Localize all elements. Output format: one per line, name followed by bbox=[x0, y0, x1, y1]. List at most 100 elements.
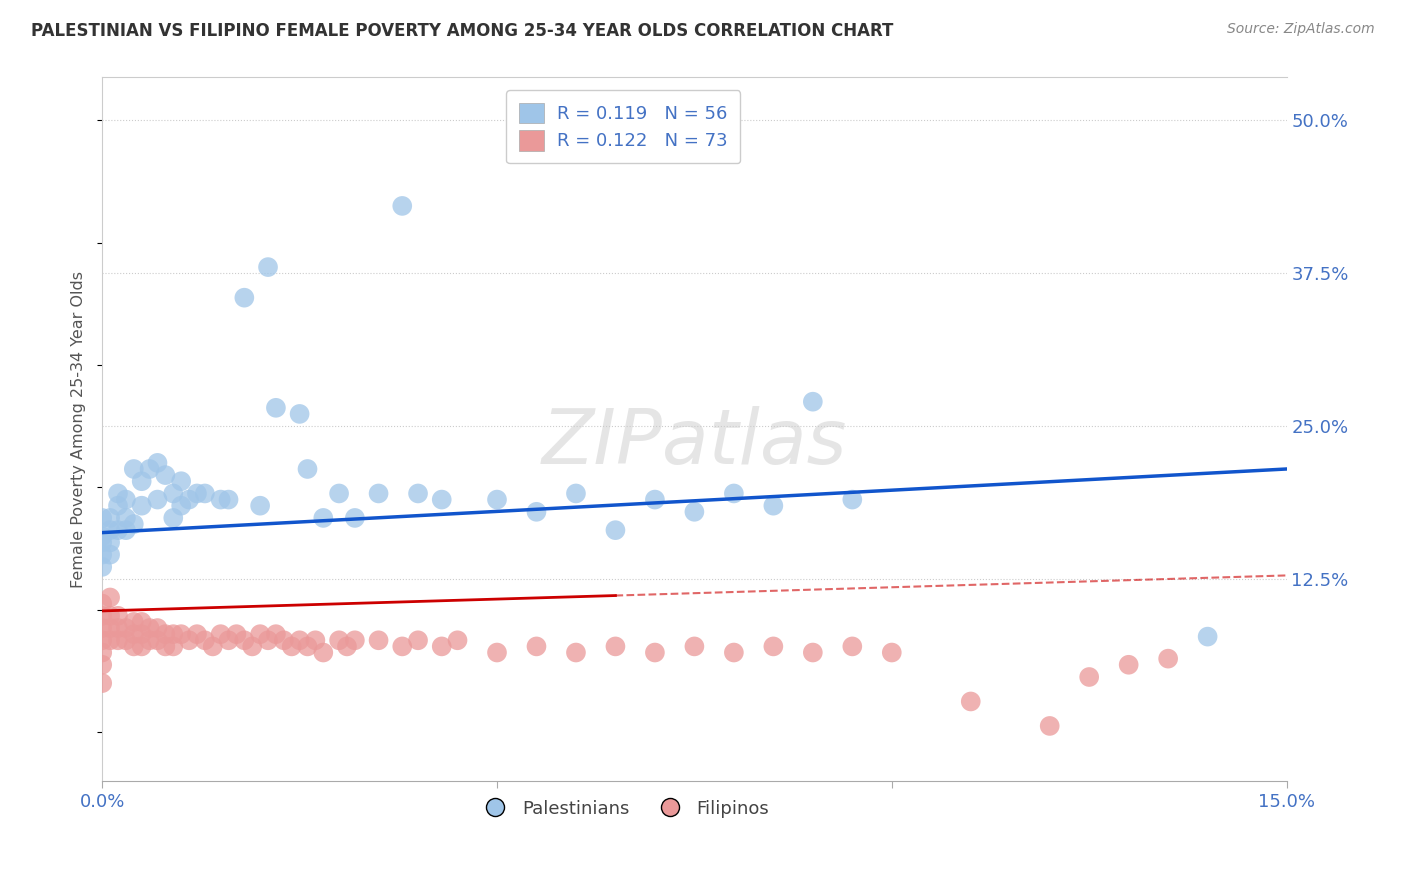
Point bbox=[257, 260, 280, 274]
Point bbox=[131, 499, 153, 513]
Point bbox=[170, 627, 193, 641]
Point bbox=[1118, 657, 1140, 672]
Point bbox=[138, 621, 160, 635]
Point bbox=[91, 633, 114, 648]
Point bbox=[98, 523, 121, 537]
Point bbox=[107, 621, 129, 635]
Point bbox=[209, 627, 232, 641]
Point bbox=[801, 646, 824, 660]
Point bbox=[107, 523, 129, 537]
Point bbox=[162, 640, 184, 654]
Point bbox=[91, 657, 114, 672]
Point bbox=[115, 633, 138, 648]
Point bbox=[194, 486, 217, 500]
Point bbox=[343, 511, 366, 525]
Point bbox=[107, 633, 129, 648]
Point bbox=[343, 633, 366, 648]
Point bbox=[91, 597, 114, 611]
Point bbox=[91, 511, 114, 525]
Point bbox=[249, 499, 271, 513]
Point bbox=[122, 462, 145, 476]
Point bbox=[91, 646, 114, 660]
Point bbox=[122, 516, 145, 531]
Point bbox=[146, 621, 169, 635]
Point bbox=[841, 640, 863, 654]
Point bbox=[91, 608, 114, 623]
Point bbox=[391, 199, 413, 213]
Point bbox=[841, 492, 863, 507]
Point bbox=[485, 646, 508, 660]
Point bbox=[273, 633, 295, 648]
Point bbox=[107, 486, 129, 500]
Point bbox=[186, 627, 208, 641]
Point bbox=[367, 633, 389, 648]
Point bbox=[138, 462, 160, 476]
Point bbox=[155, 627, 177, 641]
Point bbox=[91, 529, 114, 543]
Point bbox=[194, 633, 217, 648]
Point bbox=[170, 499, 193, 513]
Point bbox=[91, 548, 114, 562]
Point bbox=[170, 474, 193, 488]
Point bbox=[91, 621, 114, 635]
Legend: Palestinians, Filipinos: Palestinians, Filipinos bbox=[470, 792, 776, 825]
Point bbox=[683, 505, 706, 519]
Point bbox=[1039, 719, 1062, 733]
Point bbox=[98, 535, 121, 549]
Text: PALESTINIAN VS FILIPINO FEMALE POVERTY AMONG 25-34 YEAR OLDS CORRELATION CHART: PALESTINIAN VS FILIPINO FEMALE POVERTY A… bbox=[31, 22, 893, 40]
Point bbox=[312, 511, 335, 525]
Point bbox=[446, 633, 468, 648]
Point bbox=[336, 640, 359, 654]
Point bbox=[485, 492, 508, 507]
Point bbox=[98, 591, 121, 605]
Point bbox=[264, 401, 287, 415]
Point bbox=[115, 511, 138, 525]
Point bbox=[146, 492, 169, 507]
Point bbox=[233, 633, 256, 648]
Point bbox=[162, 627, 184, 641]
Point bbox=[644, 492, 666, 507]
Point bbox=[406, 486, 429, 500]
Point bbox=[98, 621, 121, 635]
Point bbox=[304, 633, 326, 648]
Point bbox=[328, 633, 350, 648]
Point bbox=[297, 640, 319, 654]
Point bbox=[131, 474, 153, 488]
Text: ZIPatlas: ZIPatlas bbox=[541, 406, 846, 480]
Point bbox=[146, 456, 169, 470]
Y-axis label: Female Poverty Among 25-34 Year Olds: Female Poverty Among 25-34 Year Olds bbox=[72, 270, 86, 588]
Point bbox=[565, 486, 588, 500]
Point bbox=[186, 486, 208, 500]
Point bbox=[233, 291, 256, 305]
Point bbox=[430, 492, 453, 507]
Point bbox=[762, 499, 785, 513]
Point bbox=[264, 627, 287, 641]
Point bbox=[122, 615, 145, 629]
Point bbox=[801, 394, 824, 409]
Point bbox=[162, 511, 184, 525]
Point bbox=[249, 627, 271, 641]
Point bbox=[880, 646, 903, 660]
Point bbox=[288, 633, 311, 648]
Point bbox=[430, 640, 453, 654]
Point bbox=[98, 633, 121, 648]
Point bbox=[1197, 630, 1219, 644]
Point bbox=[312, 646, 335, 660]
Point bbox=[115, 621, 138, 635]
Point bbox=[257, 633, 280, 648]
Point bbox=[723, 486, 745, 500]
Point bbox=[122, 640, 145, 654]
Point bbox=[155, 468, 177, 483]
Point bbox=[391, 640, 413, 654]
Point bbox=[218, 492, 240, 507]
Point bbox=[565, 646, 588, 660]
Point bbox=[605, 523, 627, 537]
Point bbox=[1078, 670, 1101, 684]
Point bbox=[240, 640, 263, 654]
Point bbox=[131, 615, 153, 629]
Point bbox=[328, 486, 350, 500]
Point bbox=[107, 608, 129, 623]
Point bbox=[762, 640, 785, 654]
Point bbox=[526, 640, 548, 654]
Point bbox=[723, 646, 745, 660]
